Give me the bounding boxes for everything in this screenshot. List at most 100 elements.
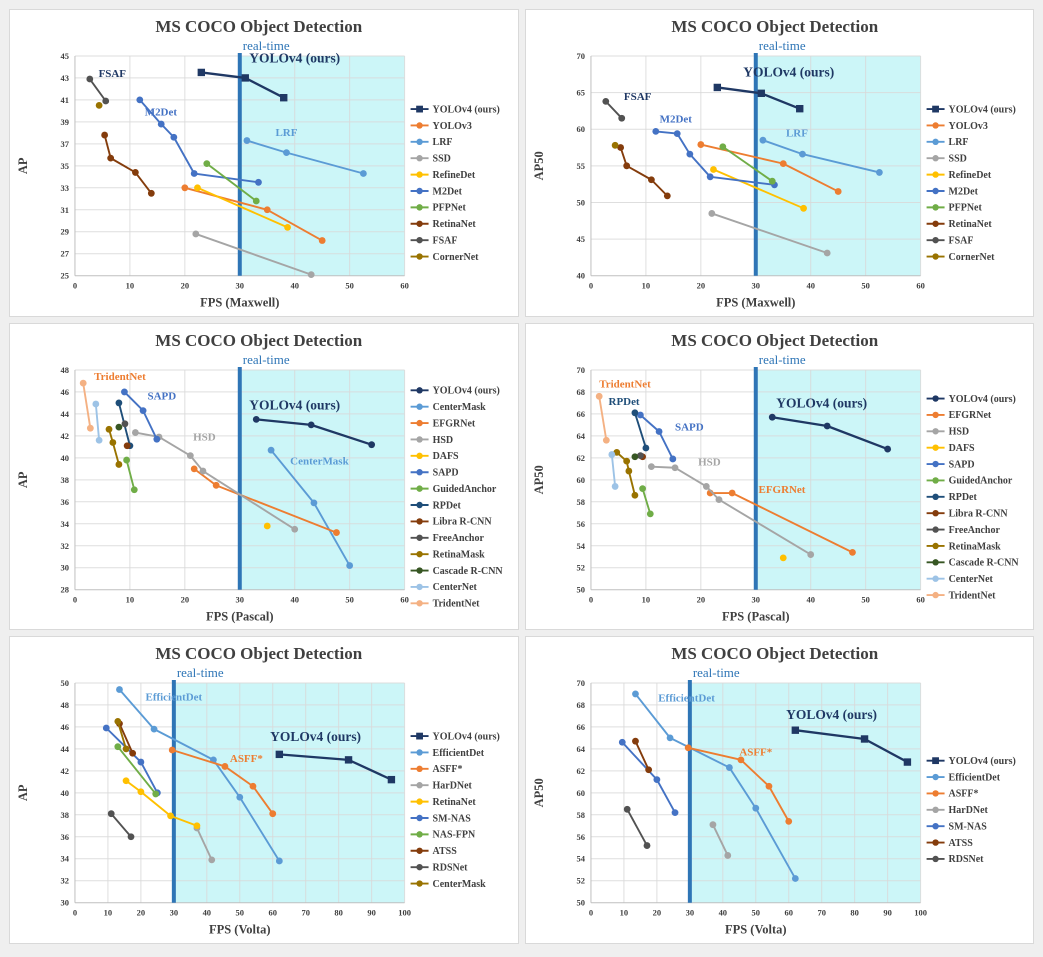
y-tick-label: 35 [60,161,68,171]
y-tick-label: 27 [60,249,69,259]
series-line-FSAF [604,100,623,120]
data-point [663,192,671,200]
legend-marker [416,847,423,855]
y-tick-label: 52 [576,562,584,572]
x-tick-label: 40 [806,281,814,291]
data-point [728,489,736,497]
legend-item-DAFS: DAFS [926,443,975,454]
legend-label: HarDNet [433,781,473,792]
legend-label: RDSNet [948,855,984,866]
x-tick-label: 30 [751,281,759,291]
y-tick-label: 32 [60,540,68,550]
annotation-YOLOv4 (ours): YOLOv4 (ours) [776,395,867,410]
x-tick-label: 30 [236,594,244,604]
legend-item-Cascade R-CNN: Cascade R-CNN [926,557,1019,568]
legend-marker [416,782,423,789]
legend-label: RetinaNet [433,797,477,808]
data-point [95,436,103,444]
chart-svg-volta-ap50: 0 10 20 30 40 50 60 70 80 90 100 50 52 54 56 58 60 62 64 66… [532,644,1016,937]
series-line-CenterNet [610,453,616,488]
legend-label: DAFS [948,443,974,454]
y-tick-label: 50 [576,584,584,594]
legend-item-RetinaMask: RetinaMask [410,549,485,560]
data-point [243,137,251,144]
legend-marker [416,485,423,492]
data-point [263,206,271,214]
data-point [190,170,198,177]
legend-item-CenterMask: CenterMask [410,402,486,413]
series-line-RetinaNet [619,146,668,197]
legend-marker [416,386,423,394]
x-tick-label: 20 [696,594,704,604]
legend-marker [931,591,939,598]
series-line-SSD [710,212,828,254]
legend-marker [416,566,423,574]
legend-marker [416,550,423,558]
legend-item-ATSS: ATSS [926,838,973,849]
data-point [644,766,652,774]
data-point [203,160,211,168]
chart-panel-maxwell-ap: 0 10 20 30 40 50 60 25 27 29 31 33 35 37 39 41 43 45 real-… [9,9,519,317]
y-tick-label: 56 [576,518,584,528]
y-axis-label: AP [16,471,30,488]
y-tick-label: 46 [60,387,68,397]
legend-marker [416,831,423,838]
legend-item-FSAF: FSAF [410,235,457,246]
data-point [127,833,135,841]
data-point [168,746,176,754]
legend-item-CornerNet: CornerNet [926,252,995,263]
x-tick-label: 10 [641,594,649,604]
y-tick-label: 40 [60,453,68,463]
legend-item-M2Det: M2Det [926,186,978,197]
chart-title: MS COCO Object Detection [671,644,878,663]
x-tick-label: 0 [73,908,77,918]
legend-item-HarDNet: HarDNet [926,805,988,816]
chart-panel-volta-ap50: 0 10 20 30 40 50 60 70 80 90 100 50 52 54 56 58 60 62 64 66… [524,636,1034,944]
legend-marker [931,204,939,211]
data-point [795,104,803,113]
annotation-SAPD: SAPD [675,421,704,433]
legend-label: HSD [948,426,969,437]
y-tick-label: 31 [60,205,68,215]
y-tick-label: 30 [60,898,68,908]
legend-label: FreeAnchor [948,525,1000,536]
legend-label: LRF [948,137,968,148]
data-point [602,436,610,444]
x-tick-label: 50 [236,908,244,918]
data-point [757,89,765,98]
y-axis-label: AP50 [532,151,546,180]
data-point [136,96,144,104]
legend-label: ASFF* [433,764,463,775]
chart-svg-pascal-ap: 0 10 20 30 40 50 60 28 30 32 34 36 38 40 42 44 46 48 real-… [16,331,503,624]
legend-marker [931,460,939,467]
legend-item-Cascade R-CNN: Cascade R-CNN [410,565,503,576]
annotation-FSAF: FSAF [623,91,651,103]
legend-label: DAFS [433,451,459,462]
series-line-PFPNet [205,162,258,202]
legend-marker [931,444,939,451]
y-tick-label: 60 [576,788,584,798]
y-tick-label: 39 [60,117,68,127]
data-point [616,144,624,151]
legend-marker [416,798,423,806]
y-tick-label: 50 [60,678,68,688]
data-point [611,482,619,490]
data-point [307,421,315,428]
data-point [779,554,787,561]
legend-label: CenterNet [433,582,478,593]
series-line-GuidedAnchor [641,487,651,515]
data-point [784,818,792,826]
data-point [709,821,716,829]
legend-label: SSD [948,154,966,165]
annotation-M2Det: M2Det [145,106,178,118]
legend-label: EfficientDet [433,748,485,759]
series-line-RDSNet [110,813,132,839]
series-line-GuidedAnchor [125,458,136,491]
legend-item-RetinaNet: RetinaNet [410,219,476,230]
series-line-RetinaNet [125,780,198,828]
legend-item-ATSS: ATSS [410,846,457,857]
data-point [307,271,315,278]
data-point [105,425,113,433]
x-tick-label: 0 [588,281,592,291]
data-point [102,97,110,105]
